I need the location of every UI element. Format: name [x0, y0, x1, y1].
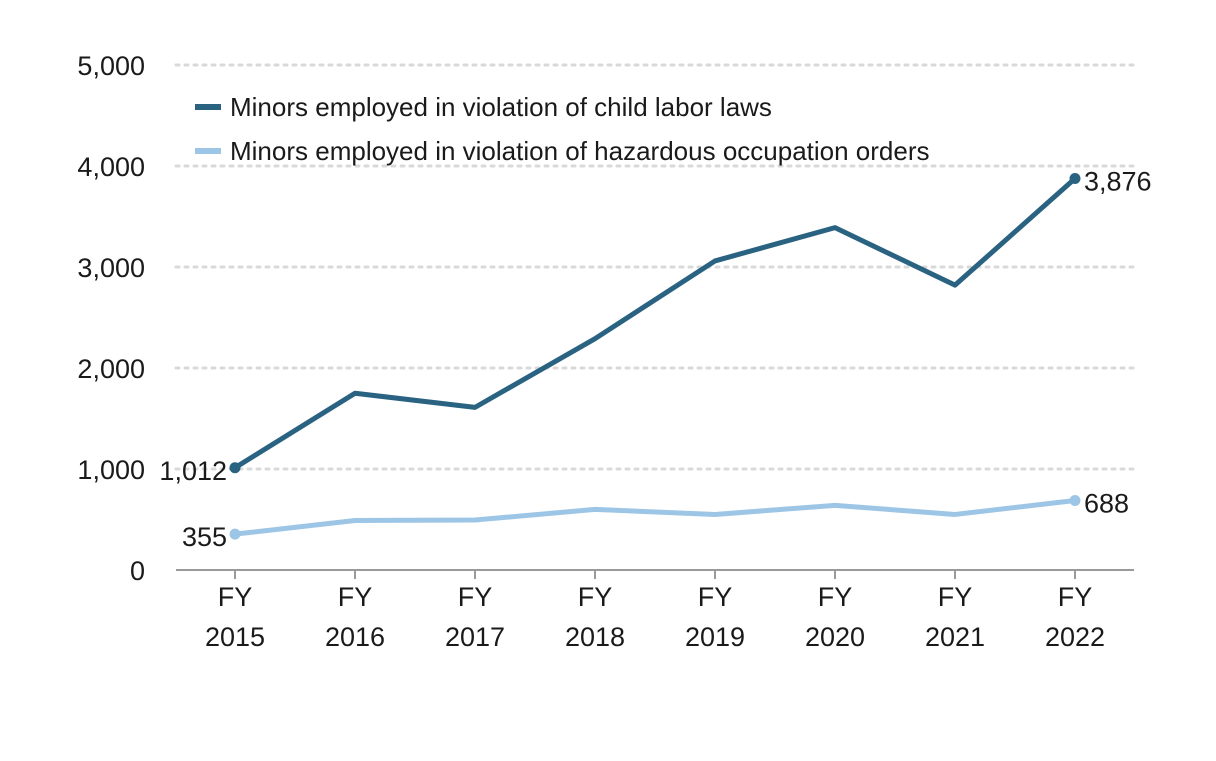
- series-start-marker: [229, 462, 241, 474]
- x-tick-label: 2015: [205, 622, 265, 652]
- x-tick-label: FY: [698, 582, 733, 612]
- data-labels: 1,012 3,876 355 688: [159, 167, 1151, 553]
- x-tick-label: 2019: [685, 622, 745, 652]
- series-start-marker: [229, 528, 241, 540]
- x-tick-label: FY: [1058, 582, 1093, 612]
- legend: Minors employed in violation of child la…: [195, 92, 930, 166]
- y-tick-label: 0: [130, 556, 145, 586]
- y-tick-label: 4,000: [77, 152, 145, 182]
- y-tick-label: 2,000: [77, 354, 145, 384]
- x-tick-label: 2021: [925, 622, 985, 652]
- y-tick-label: 5,000: [77, 51, 145, 81]
- gridlines: [174, 63, 1136, 471]
- data-label-first: 1,012: [159, 456, 227, 486]
- x-tick-label: 2018: [565, 622, 625, 652]
- x-tick-label: FY: [578, 582, 613, 612]
- x-axis: FY 2015 FY 2016 FY 2017 FY 2018 FY 2019 FY 2020 FY 20…: [176, 569, 1134, 652]
- x-tick-label: FY: [218, 582, 253, 612]
- data-label-last: 688: [1084, 489, 1129, 519]
- x-tick-label: FY: [818, 582, 853, 612]
- series-lines: [229, 173, 1081, 540]
- y-tick-label: 1,000: [77, 455, 145, 485]
- x-tick-label: FY: [458, 582, 493, 612]
- series-line: [232, 176, 1078, 471]
- x-tick-label: 2017: [445, 622, 505, 652]
- x-tick-label: FY: [938, 582, 973, 612]
- legend-label: Minors employed in violation of child la…: [230, 92, 772, 122]
- x-tick-label: 2022: [1045, 622, 1105, 652]
- series-end-marker: [1069, 495, 1081, 507]
- legend-label: Minors employed in violation of hazardou…: [230, 136, 930, 166]
- y-axis-tick-labels: 0 1,000 2,000 3,000 4,000 5,000: [77, 51, 145, 586]
- y-tick-label: 3,000: [77, 253, 145, 283]
- data-label-last: 3,876: [1084, 167, 1152, 197]
- series-line: [232, 498, 1078, 537]
- x-tick-label: FY: [338, 582, 373, 612]
- x-tick-label: 2016: [325, 622, 385, 652]
- x-tick-label: 2020: [805, 622, 865, 652]
- series-end-marker: [1069, 173, 1081, 185]
- data-label-first: 355: [182, 522, 227, 552]
